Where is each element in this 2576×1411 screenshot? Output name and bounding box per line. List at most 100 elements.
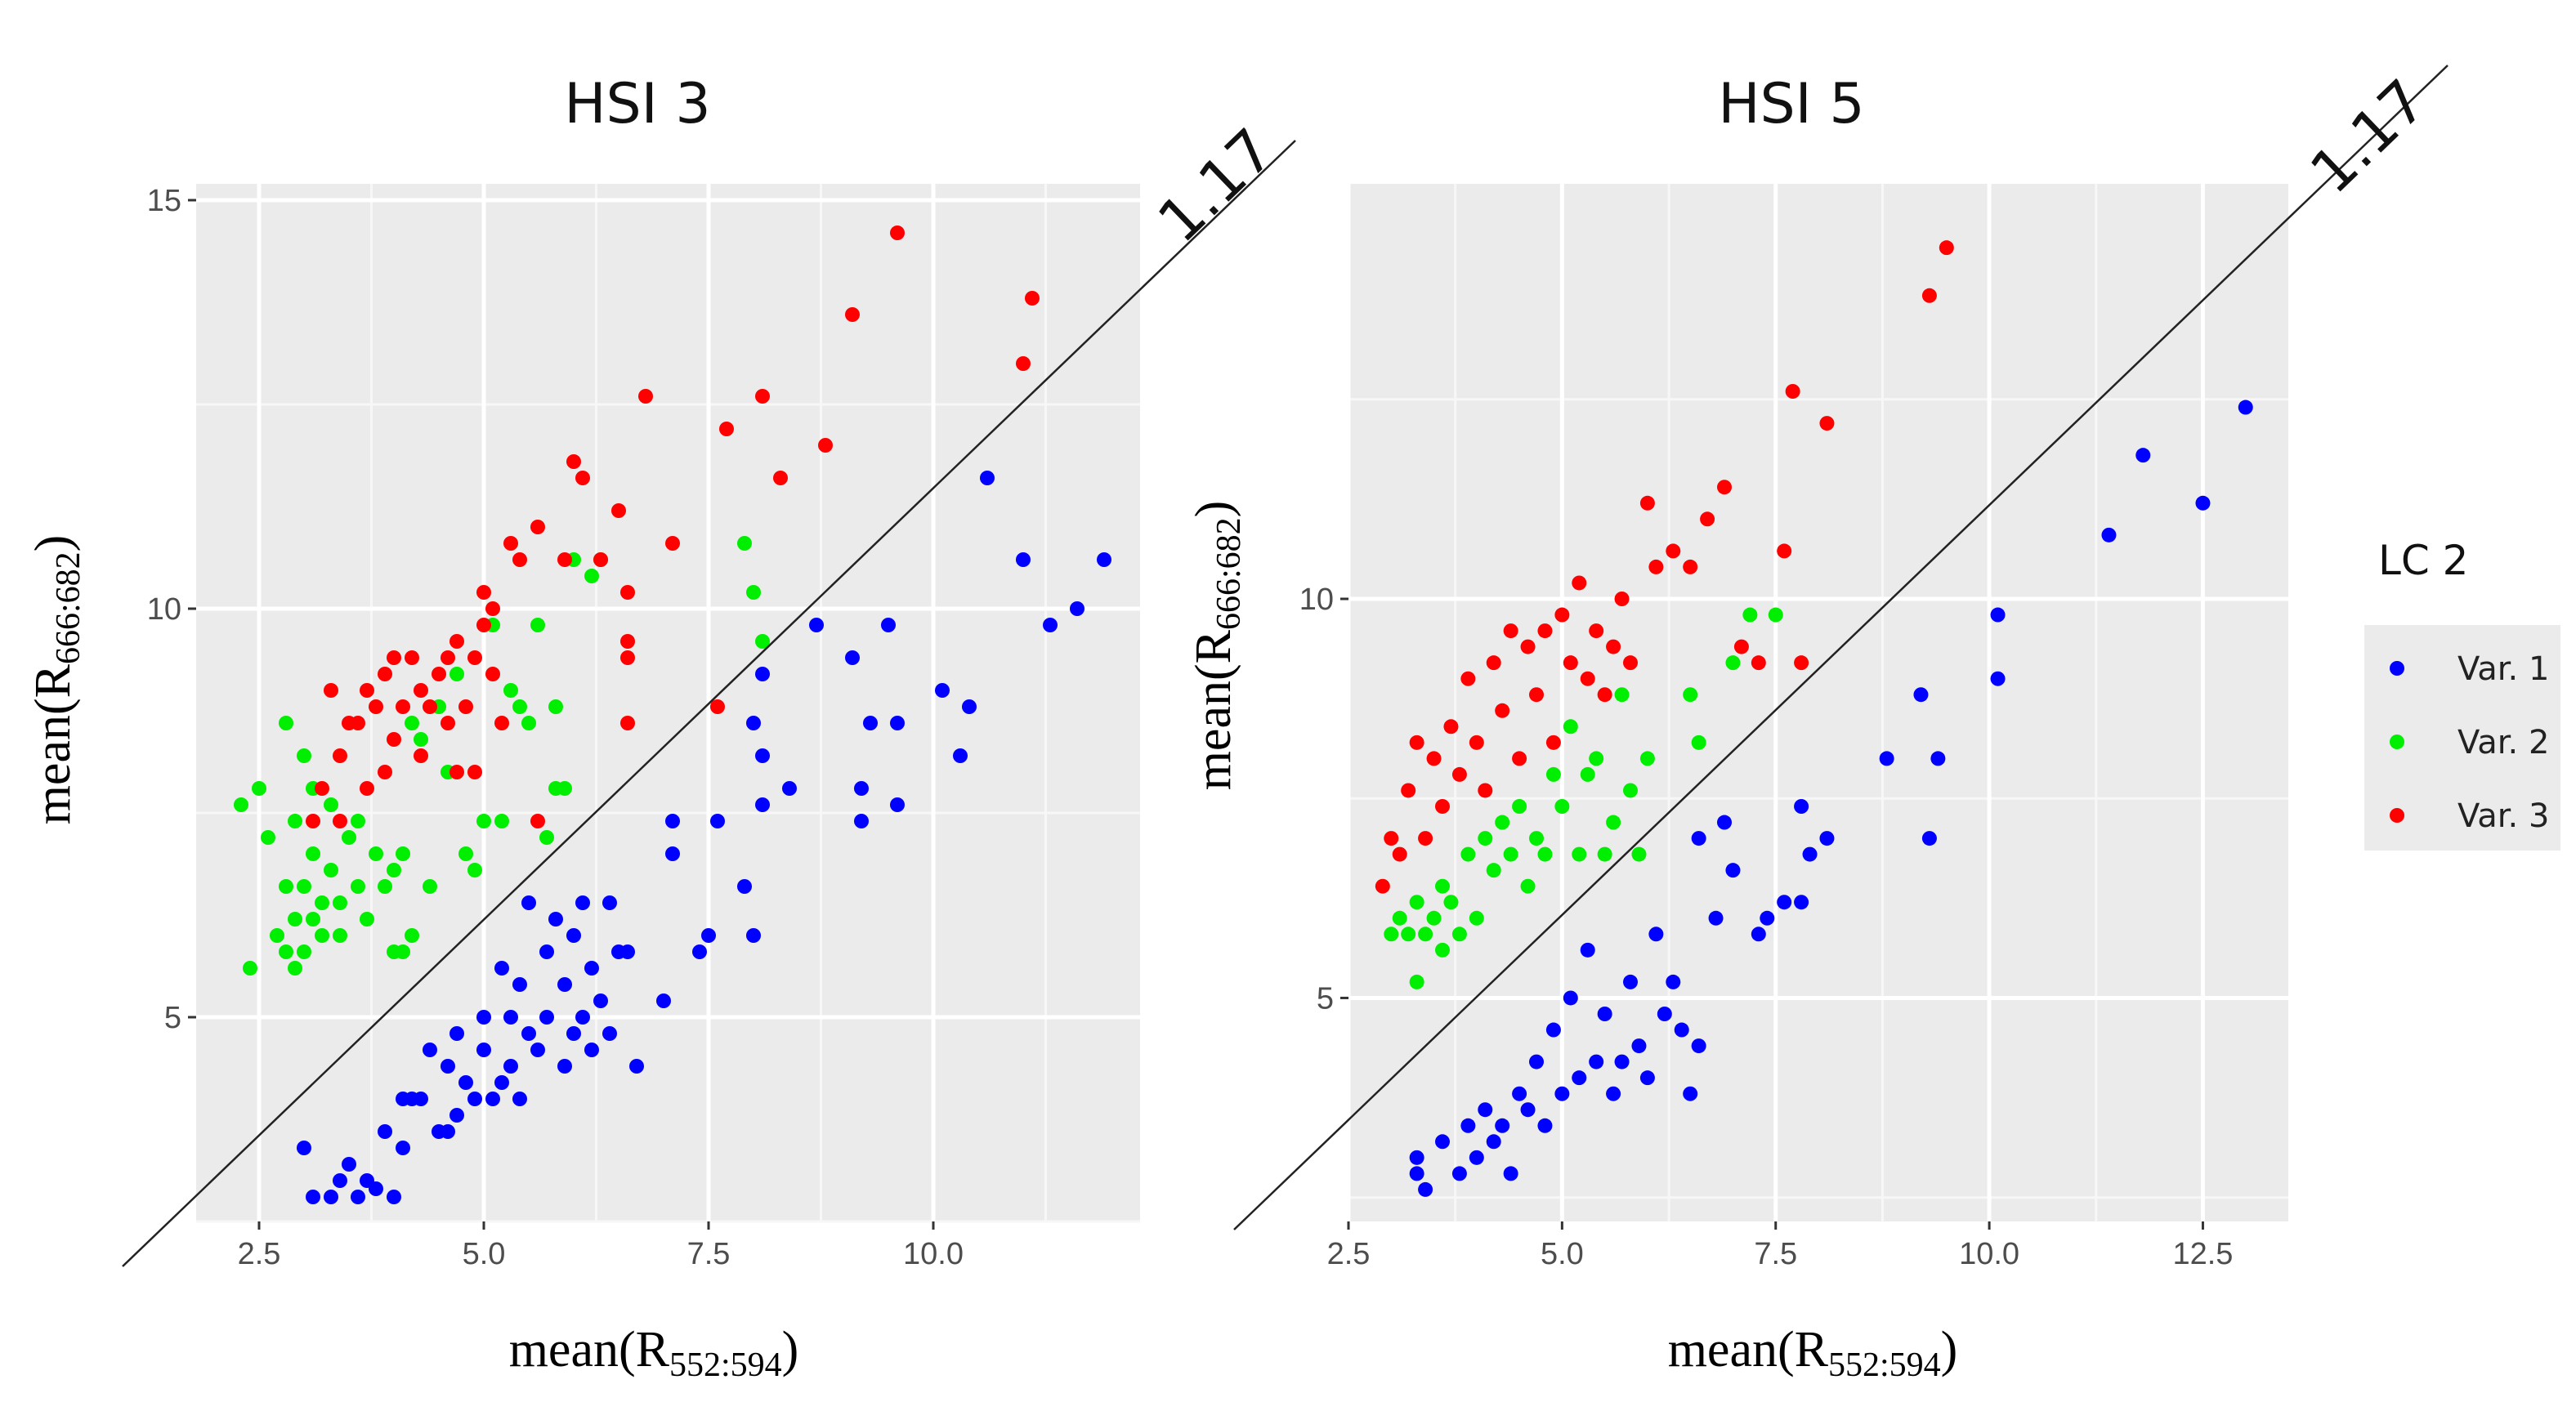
data-point-var1 — [881, 618, 896, 632]
data-point-var3 — [360, 781, 374, 796]
data-point-var2 — [342, 830, 356, 845]
data-point-var3 — [1545, 735, 1561, 750]
data-points — [1375, 240, 2253, 1197]
data-point-var1 — [1639, 1070, 1655, 1086]
data-point-var2 — [396, 944, 410, 959]
data-point-var1 — [1819, 831, 1835, 846]
data-point-var3 — [818, 438, 833, 453]
data-point-var1 — [782, 781, 797, 796]
data-point-var1 — [548, 912, 563, 927]
legend: LC 2 Var. 1 Var. 2 Var. 3 — [2364, 537, 2560, 851]
data-point-var1 — [962, 699, 977, 714]
y-axis-label-subscript: 666:682 — [50, 551, 87, 664]
panel-title: HSI 5 — [1718, 72, 1864, 136]
data-point-var2 — [1486, 863, 1501, 878]
data-point-var1 — [1451, 1166, 1467, 1181]
x-axis-label-main: mean(R — [509, 1322, 670, 1378]
data-point-var3 — [441, 650, 455, 665]
data-point-var1 — [755, 667, 770, 681]
data-point-var3 — [414, 683, 428, 698]
data-point-var1 — [692, 944, 707, 959]
data-point-var3 — [1572, 575, 1587, 591]
data-point-var2 — [467, 863, 482, 877]
data-point-var1 — [890, 797, 905, 812]
data-point-var2 — [1614, 687, 1630, 703]
data-point-var1 — [467, 1092, 482, 1106]
data-point-var1 — [575, 1010, 590, 1025]
data-point-var3 — [351, 716, 365, 730]
data-point-var1 — [1495, 1118, 1510, 1133]
data-point-var2 — [557, 781, 572, 796]
data-point-var3 — [611, 503, 626, 518]
legend-label: Var. 3 — [2457, 797, 2549, 835]
data-point-var1 — [1691, 831, 1706, 846]
data-point-var2 — [378, 879, 392, 894]
data-point-var3 — [485, 667, 500, 681]
data-point-var1 — [953, 748, 968, 763]
data-point-var1 — [593, 994, 608, 1008]
data-point-var1 — [1648, 927, 1664, 942]
data-point-var2 — [324, 863, 338, 877]
data-point-var3 — [710, 699, 725, 714]
data-point-var1 — [1572, 1070, 1587, 1086]
data-point-var1 — [845, 650, 860, 665]
data-point-var3 — [1614, 592, 1630, 606]
data-point-var3 — [755, 389, 770, 404]
legend-label: Var. 1 — [2457, 650, 2549, 688]
reference-line-group — [1233, 65, 2449, 1230]
data-point-var1 — [297, 1141, 311, 1155]
data-point-var1 — [1409, 1166, 1424, 1181]
data-point-var3 — [1478, 783, 1493, 798]
data-point-var2 — [324, 797, 338, 812]
data-point-var2 — [252, 781, 266, 796]
data-point-var1 — [746, 928, 761, 943]
data-point-var1 — [1418, 1181, 1433, 1197]
y-ticks: 5 10 15 — [147, 184, 196, 1035]
reference-line-group — [122, 140, 1296, 1267]
data-point-var1 — [1631, 1038, 1647, 1054]
data-point-var1 — [1043, 618, 1058, 632]
data-point-var2 — [494, 814, 509, 828]
grid-major — [1346, 184, 2288, 1221]
data-point-var3 — [333, 748, 347, 763]
data-point-var1 — [566, 1026, 581, 1041]
data-point-var3 — [458, 699, 473, 714]
x-tick-label: 12.5 — [2172, 1237, 2233, 1271]
data-point-var1 — [557, 977, 572, 992]
data-point-var2 — [1418, 927, 1433, 942]
data-point-var1 — [1691, 1038, 1706, 1054]
data-point-var1 — [1913, 687, 1929, 703]
data-point-var3 — [449, 634, 464, 649]
data-point-var2 — [288, 961, 302, 976]
data-point-var2 — [1401, 927, 1416, 942]
data-point-var1 — [530, 1043, 545, 1057]
data-point-var2 — [243, 961, 257, 976]
y-tick-label: 10 — [147, 592, 181, 627]
data-point-var1 — [387, 1190, 401, 1204]
data-point-var2 — [270, 928, 284, 943]
x-tick-label: 2.5 — [238, 1237, 281, 1271]
x-axis-label: mean(R552:594) — [509, 1322, 799, 1384]
data-point-var3 — [476, 585, 491, 600]
data-point-var2 — [1520, 878, 1536, 894]
data-point-var2 — [405, 928, 419, 943]
data-point-var1 — [1990, 671, 2006, 686]
data-point-var3 — [1939, 240, 1954, 256]
legend-label: Var. 2 — [2457, 724, 2549, 761]
data-point-var1 — [854, 814, 869, 828]
data-point-var1 — [1545, 1022, 1561, 1038]
y-tick-label: 10 — [1299, 583, 1334, 617]
data-point-var2 — [396, 846, 410, 861]
data-point-var3 — [890, 225, 905, 240]
data-point-var2 — [512, 699, 527, 714]
data-point-var3 — [1921, 288, 1937, 303]
data-point-var3 — [449, 765, 464, 779]
data-point-var1 — [566, 928, 581, 943]
y-axis-label: mean(R666:682) — [25, 535, 87, 825]
legend-swatch — [2390, 808, 2404, 823]
data-point-var1 — [1606, 1086, 1621, 1101]
data-point-var3 — [467, 650, 482, 665]
data-point-var3 — [845, 307, 860, 322]
data-point-var2 — [1426, 910, 1442, 926]
